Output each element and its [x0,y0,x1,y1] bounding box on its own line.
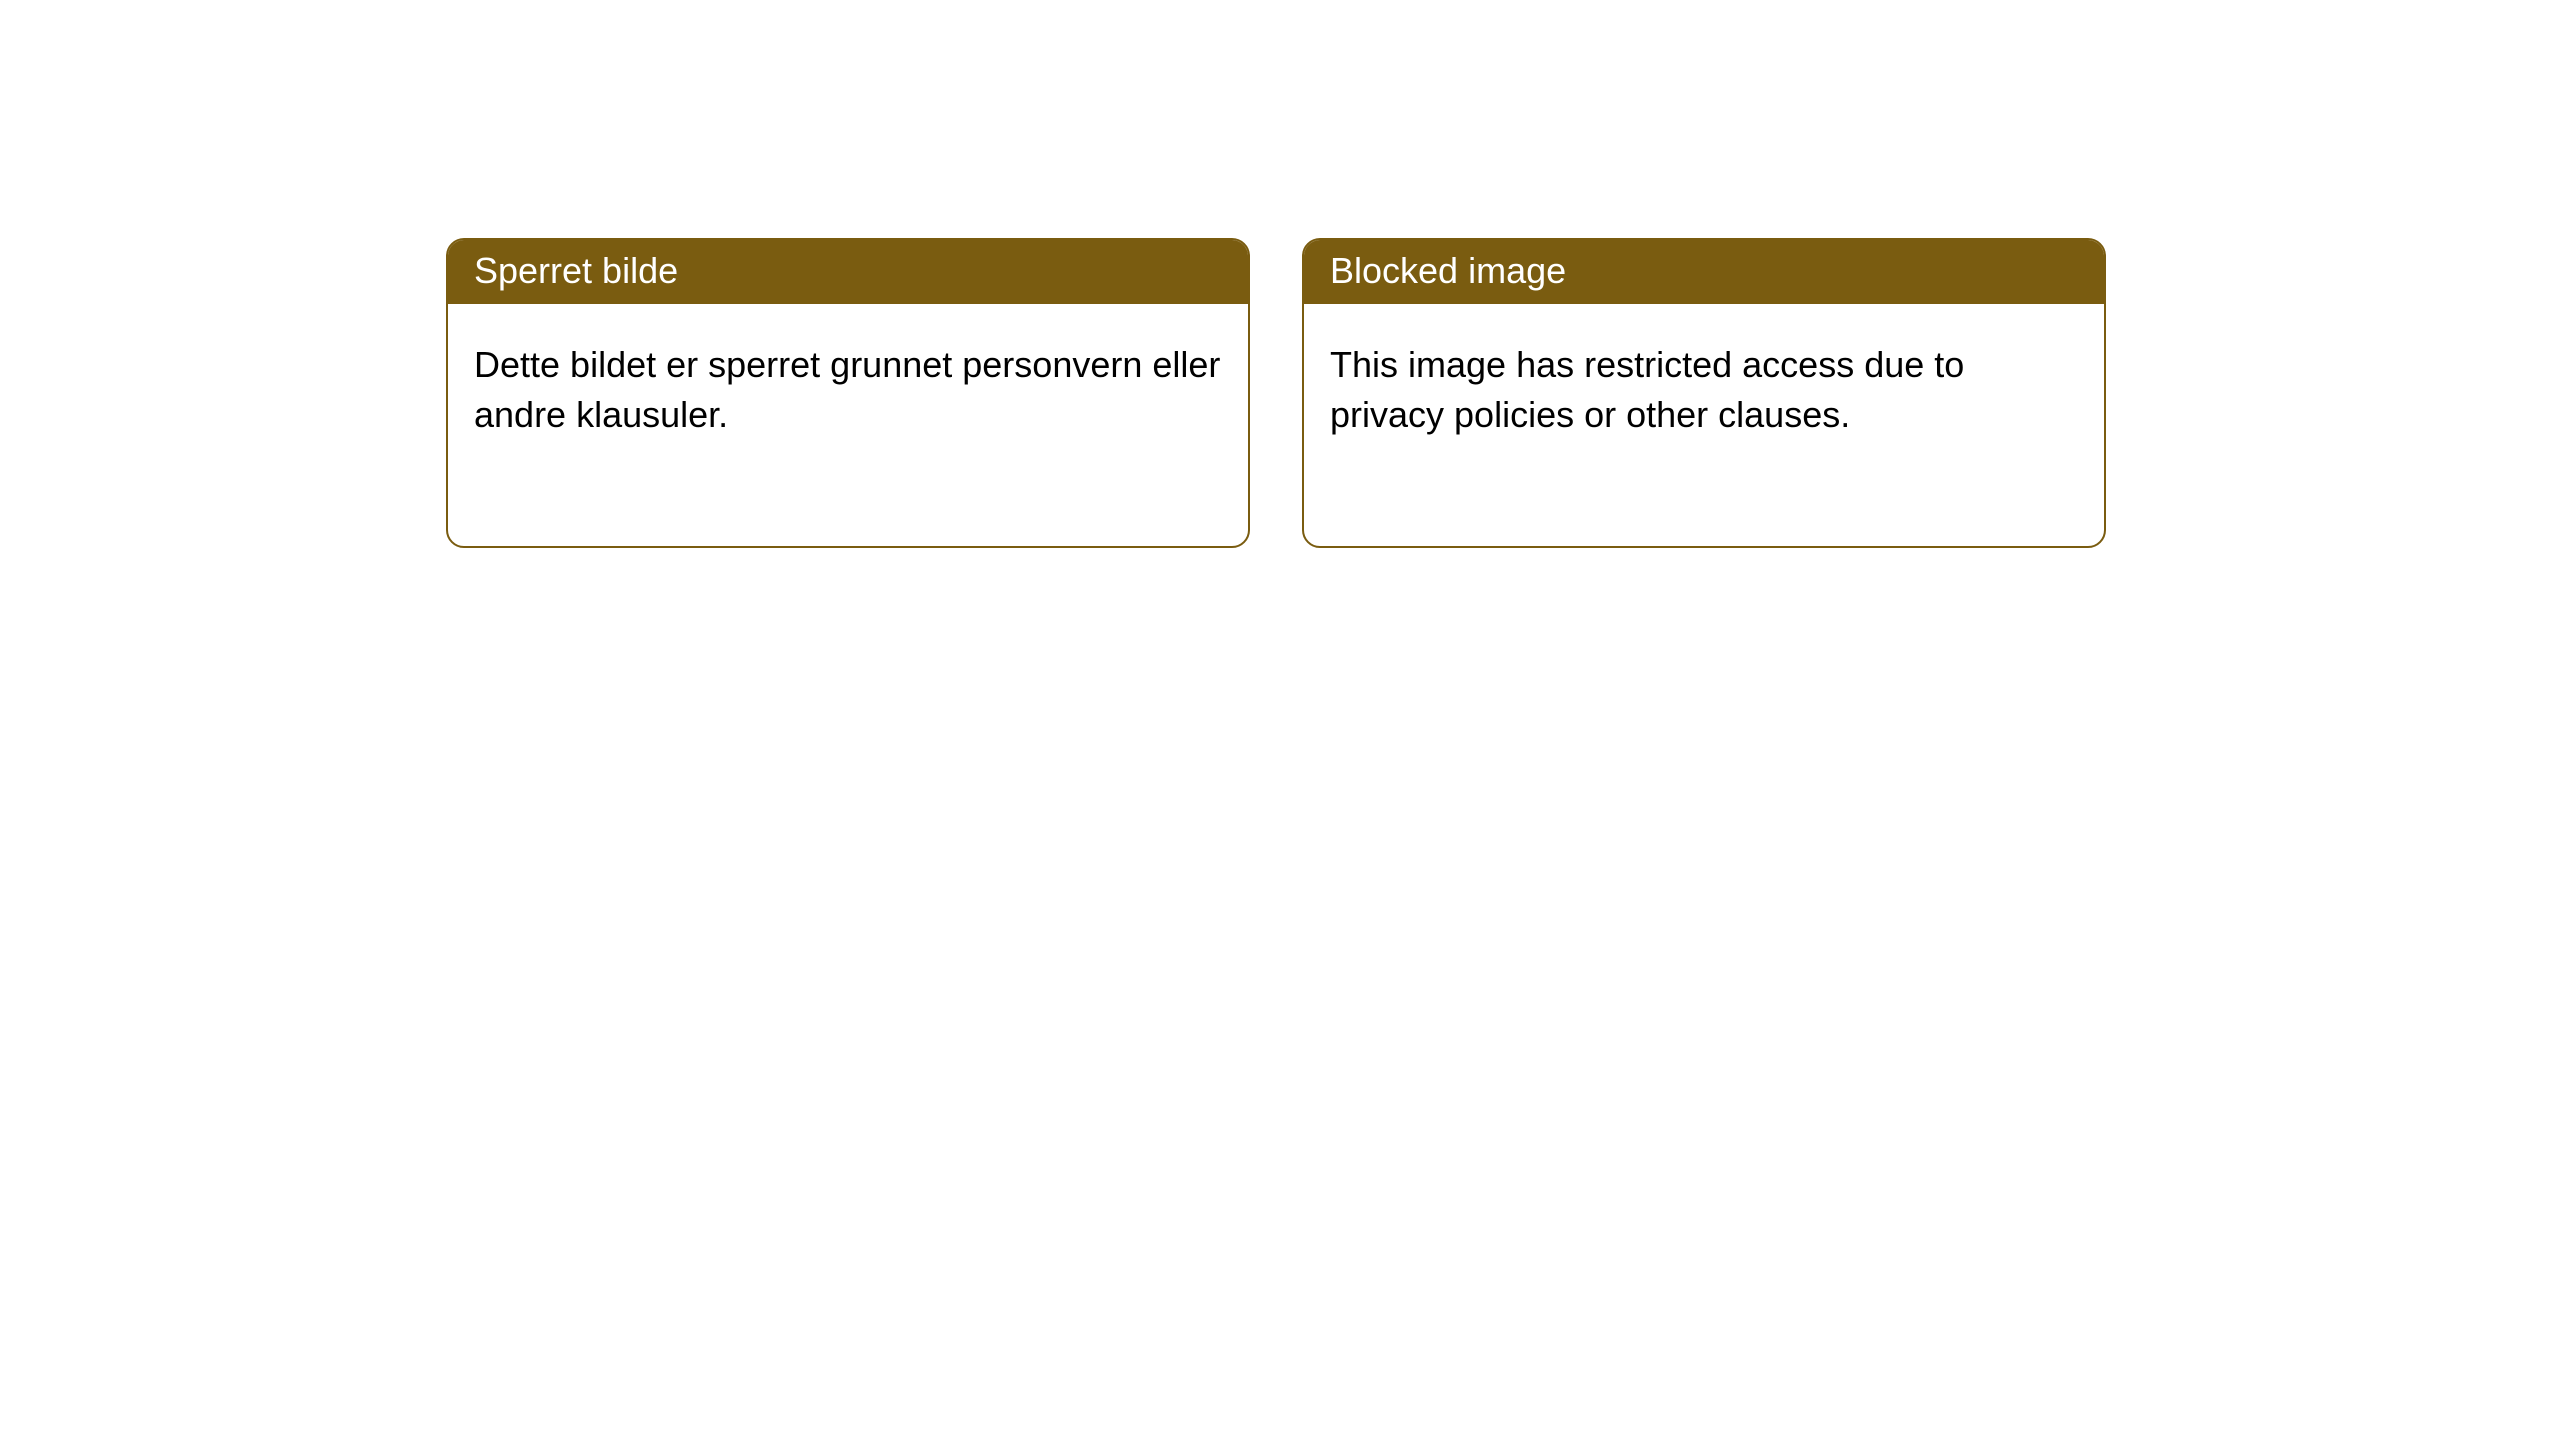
notice-title-norwegian: Sperret bilde [448,240,1248,304]
notice-body-english: This image has restricted access due to … [1304,304,2104,546]
notice-card-english: Blocked image This image has restricted … [1302,238,2106,548]
notice-container: Sperret bilde Dette bildet er sperret gr… [0,0,2560,548]
notice-card-norwegian: Sperret bilde Dette bildet er sperret gr… [446,238,1250,548]
notice-title-english: Blocked image [1304,240,2104,304]
notice-body-norwegian: Dette bildet er sperret grunnet personve… [448,304,1248,546]
